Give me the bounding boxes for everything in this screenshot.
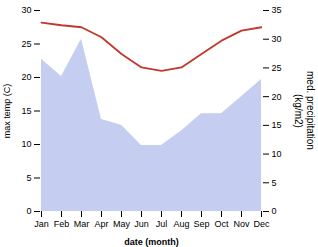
svg-text:20: 20: [272, 92, 282, 102]
svg-text:35: 35: [272, 5, 282, 15]
svg-text:20: 20: [21, 72, 31, 82]
svg-text:10: 10: [21, 139, 31, 149]
svg-text:5: 5: [26, 173, 31, 183]
svg-text:Apr: Apr: [94, 219, 108, 229]
svg-text:25: 25: [272, 63, 282, 73]
svg-text:Aug: Aug: [173, 219, 189, 229]
svg-text:5: 5: [272, 178, 277, 188]
svg-text:Sep: Sep: [193, 219, 209, 229]
svg-text:30: 30: [272, 34, 282, 44]
svg-text:date (month): date (month): [124, 237, 179, 247]
svg-text:Feb: Feb: [54, 219, 70, 229]
svg-text:max temp (C): max temp (C): [2, 84, 12, 139]
svg-text:15: 15: [21, 106, 31, 116]
svg-text:25: 25: [21, 39, 31, 49]
svg-text:May: May: [113, 219, 131, 229]
svg-text:Jun: Jun: [134, 219, 149, 229]
svg-text:10: 10: [272, 149, 282, 159]
svg-text:Jan: Jan: [34, 219, 49, 229]
svg-text:0: 0: [272, 206, 277, 216]
html-text:med. precipitation (kg/m2): med. precipitation (kg/m2): [293, 71, 316, 150]
svg-text:Mar: Mar: [74, 219, 90, 229]
svg-text:Nov: Nov: [233, 219, 250, 229]
svg-text:15: 15: [272, 120, 282, 130]
svg-text:0: 0: [26, 206, 31, 216]
svg-text:Jul: Jul: [156, 219, 168, 229]
svg-text:Oct: Oct: [214, 219, 229, 229]
svg-text:30: 30: [21, 5, 31, 15]
svg-text:Dec: Dec: [253, 219, 270, 229]
